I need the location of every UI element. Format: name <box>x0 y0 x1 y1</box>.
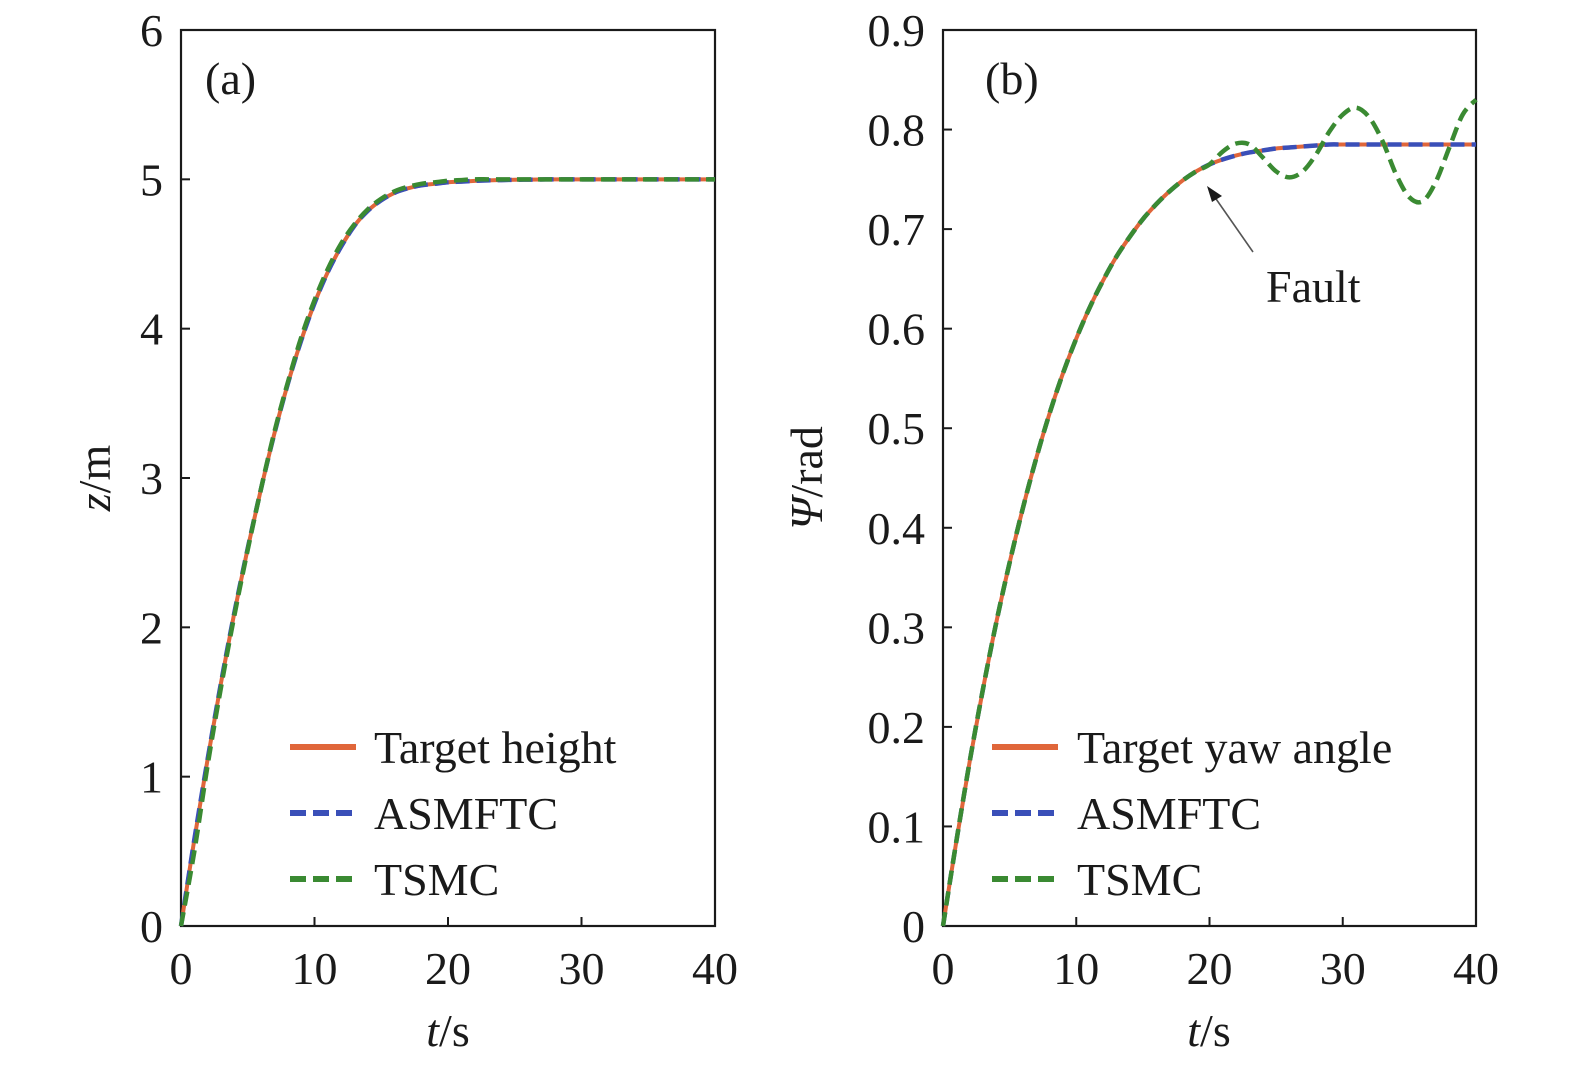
x-axis-title-a: t/s <box>426 1005 469 1056</box>
x-tick-label-a: 40 <box>692 943 738 994</box>
x-axis-var-b: t <box>1187 1005 1201 1056</box>
y-tick-label-b: 0.1 <box>868 801 926 852</box>
x-tick-label-a: 30 <box>559 943 605 994</box>
series-line-tsmc-b <box>940 98 1478 927</box>
y-tick-label-b: 0.7 <box>868 204 926 255</box>
fault-arrow-head <box>1207 186 1222 202</box>
y-axis-title-b: Ψ/rad <box>781 426 832 530</box>
xtick-labels-b: 0 10 20 30 40 <box>932 943 1500 994</box>
x-tick-label-b: 0 <box>932 943 955 994</box>
legend-label-tsmc-a: TSMC <box>374 854 499 905</box>
ytick-labels-a: 0 1 2 3 4 5 6 <box>140 5 163 952</box>
x-axis-var-a: t <box>426 1005 440 1056</box>
y-tick-label-b: 0.8 <box>868 105 926 156</box>
legend-b: Target yaw angle ASMFTC TSMC <box>992 722 1392 905</box>
panel-label-a: (a) <box>205 53 256 104</box>
series-lines-a <box>178 177 715 927</box>
y-tick-label-b: 0.5 <box>868 403 926 454</box>
y-tick-label-a: 6 <box>140 5 163 56</box>
ytick-labels-b: 0 0.1 0.2 0.3 0.4 0.5 0.6 0.7 0.8 0.9 <box>868 5 926 952</box>
y-tick-label-b: 0.3 <box>868 602 926 653</box>
legend-a: Target height ASMFTC TSMC <box>290 722 617 905</box>
y-tick-label-b: 0.2 <box>868 702 926 753</box>
y-tick-label-a: 1 <box>140 752 163 803</box>
series-lines-b <box>940 98 1478 927</box>
y-axis-unit-b: /rad <box>781 426 832 498</box>
legend-label-target-a: Target height <box>374 722 617 773</box>
y-tick-label-b: 0.9 <box>868 5 926 56</box>
y-tick-label-b: 0 <box>902 901 925 952</box>
x-axis-title-b: t/s <box>1187 1005 1230 1056</box>
x-axis-unit-a: /s <box>439 1005 470 1056</box>
x-tick-label-a: 10 <box>292 943 338 994</box>
x-tick-label-b: 40 <box>1453 943 1499 994</box>
y-tick-label-a: 4 <box>140 304 163 355</box>
x-axis-unit-b: /s <box>1200 1005 1231 1056</box>
y-tick-label-b: 0.6 <box>868 304 926 355</box>
panel-label-b: (b) <box>985 53 1039 104</box>
y-axis-var-a: z <box>69 493 120 512</box>
y-tick-label-b: 0.4 <box>868 503 926 554</box>
x-tick-label-a: 0 <box>170 943 193 994</box>
x-tick-label-a: 20 <box>425 943 471 994</box>
y-tick-label-a: 5 <box>140 154 163 205</box>
fault-arrow-line <box>1213 195 1254 253</box>
fault-label: Fault <box>1266 261 1361 312</box>
fault-annotation: Fault <box>1207 186 1361 312</box>
panel-a: 0 10 20 30 40 0 1 2 3 4 5 6 (a) t/s z/m Target hei… <box>69 5 738 1056</box>
legend-label-asmftc-b: ASMFTC <box>1077 788 1261 839</box>
y-axis-unit-a: /m <box>69 445 120 494</box>
y-axis-var-b: Ψ <box>781 494 832 530</box>
x-tick-label-b: 10 <box>1053 943 1099 994</box>
series-line-tsmc-a <box>178 177 715 927</box>
legend-label-tsmc-b: TSMC <box>1077 854 1202 905</box>
panel-b: 0 10 20 30 40 0 0.1 0.2 0.3 0.4 0.5 0.6 0.7 0.8 0.9 (… <box>781 5 1499 1056</box>
xtick-labels-a: 0 10 20 30 40 <box>170 943 739 994</box>
x-tick-label-b: 30 <box>1320 943 1366 994</box>
y-tick-label-a: 2 <box>140 602 163 653</box>
x-tick-label-b: 20 <box>1187 943 1233 994</box>
legend-label-asmftc-a: ASMFTC <box>374 788 558 839</box>
y-tick-label-a: 3 <box>140 453 163 504</box>
y-tick-label-a: 0 <box>140 901 163 952</box>
y-axis-title-a: z/m <box>69 445 120 513</box>
legend-label-target-b: Target yaw angle <box>1077 722 1392 773</box>
